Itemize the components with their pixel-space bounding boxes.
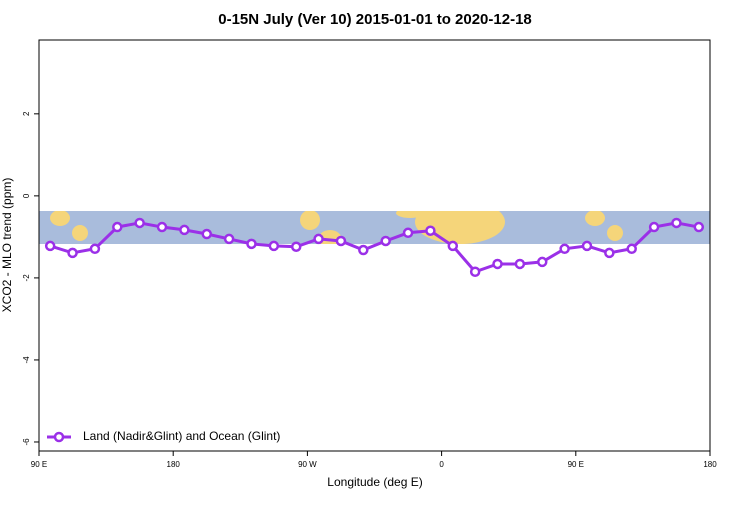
point (201, 228, 212, 240)
point (648, 221, 660, 233)
point (380, 235, 391, 247)
point (335, 235, 347, 247)
point (559, 243, 570, 255)
point (447, 240, 459, 252)
point (44, 240, 56, 252)
y-axis-label: XCO2 - MLO trend (ppm) (0, 178, 14, 313)
point (693, 221, 705, 233)
x-tick-label: 90 E (31, 460, 47, 469)
y-tick-label: -6 (22, 438, 31, 446)
point (246, 238, 257, 250)
point (604, 247, 615, 259)
point (268, 240, 280, 252)
point (492, 258, 503, 270)
point (179, 224, 190, 236)
legend-label: Land (Nadir&Glint) and Ocean (Glint) (83, 429, 280, 443)
x-tick-label: 180 (167, 460, 181, 469)
x-tick-label: 90 E (568, 460, 584, 469)
point (134, 217, 145, 229)
point (402, 227, 414, 239)
x-axis-label: Longitude (deg E) (327, 475, 422, 489)
plot-frame (38, 39, 711, 452)
x-tick-label: 180 (703, 460, 717, 469)
x-tick-label: 90 W (298, 460, 317, 469)
y-tick-label: 0 (22, 193, 31, 198)
map-band (39, 211, 710, 244)
point (358, 244, 369, 256)
y-tick-label: 2 (22, 111, 31, 116)
point (89, 243, 101, 255)
point (223, 233, 235, 245)
y-tick-label: -2 (22, 274, 31, 282)
point (581, 240, 593, 252)
point (425, 225, 436, 236)
chart-title: 0-15N July (Ver 10) 2015-01-01 to 2020-1… (218, 11, 532, 28)
point (290, 241, 302, 252)
y-tick-label: -4 (22, 356, 31, 364)
point (469, 266, 481, 278)
legend-marker (53, 431, 65, 443)
point (671, 217, 682, 229)
point (67, 247, 78, 259)
point (156, 221, 168, 233)
point (537, 256, 548, 268)
point (112, 221, 123, 233)
point (514, 258, 526, 270)
point (313, 233, 324, 245)
point (626, 243, 637, 255)
x-tick-label: 0 (439, 460, 444, 469)
